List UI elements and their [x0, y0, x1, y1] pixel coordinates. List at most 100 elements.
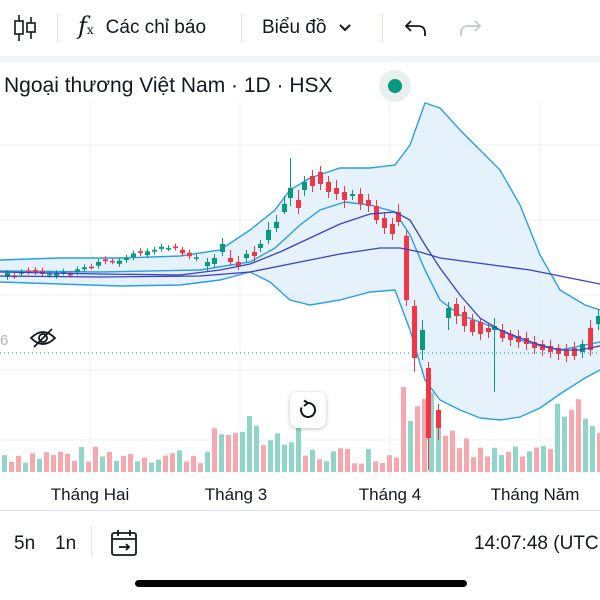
date-range-icon[interactable]: [91, 526, 92, 556]
volume-bar: [317, 459, 322, 472]
volume-bar: [401, 387, 406, 472]
candles-icon[interactable]: [12, 14, 38, 42]
candle-body: [310, 176, 315, 186]
volume-bar: [394, 457, 399, 472]
volume-bar: [408, 421, 413, 472]
volume-bar: [2, 455, 7, 472]
volume-bar: [163, 455, 168, 472]
volume-bar: [373, 461, 378, 472]
volume-bar: [30, 453, 35, 472]
calendar-goto-icon[interactable]: [110, 529, 140, 557]
volume-bar: [471, 457, 476, 472]
candle-body: [173, 246, 178, 248]
volume-bar: [275, 433, 280, 472]
x-axis-label: Tháng Năm: [491, 485, 580, 504]
x-axis-label: Tháng 4: [359, 485, 421, 504]
volume-bar: [436, 424, 441, 472]
candle-body: [318, 172, 323, 184]
candle-body: [138, 251, 143, 254]
market-status-dot[interactable]: [379, 70, 411, 102]
candle-body: [350, 194, 355, 196]
volume-bar: [107, 451, 112, 472]
top-toolbar: fx Các chỉ báo Biểu đồ: [0, 0, 600, 56]
volume-bars: [2, 387, 600, 472]
volume-bar: [590, 425, 595, 472]
volume-bar: [548, 449, 553, 472]
candle-body: [258, 244, 263, 248]
undo-icon: [404, 20, 426, 36]
volume-bar: [527, 451, 532, 472]
candle-body: [572, 348, 577, 356]
volume-bar: [247, 416, 252, 472]
price-scale-label: 6: [0, 332, 8, 349]
hide-eye-icon[interactable]: [29, 328, 57, 348]
volume-bar: [597, 432, 600, 472]
candle-body: [588, 328, 593, 350]
candle-body: [426, 368, 431, 438]
candle-body: [117, 260, 122, 264]
volume-bar: [520, 456, 525, 472]
x-axis-label: Tháng Hai: [51, 485, 129, 504]
volume-bar: [534, 447, 539, 472]
refresh-icon: [300, 399, 317, 418]
candle-body: [145, 251, 150, 256]
volume-bar: [331, 451, 336, 472]
volume-bar: [380, 463, 385, 472]
volume-bar: [51, 455, 56, 472]
redo-button[interactable]: [458, 16, 482, 40]
range-5d-button[interactable]: 5n: [14, 533, 36, 554]
candle-body: [205, 262, 210, 266]
candle-body: [26, 270, 31, 272]
undo-button[interactable]: [404, 16, 428, 40]
volume-bar: [569, 409, 574, 472]
volume-bar: [121, 455, 126, 472]
range-1m-button[interactable]: 1n: [55, 533, 77, 554]
candle-body: [390, 224, 395, 234]
candle-body: [33, 270, 38, 272]
candle-body: [220, 244, 225, 252]
volume-bar: [338, 448, 343, 472]
chart-type-button[interactable]: Biểu đồ: [262, 14, 352, 42]
reset-chart-button[interactable]: [290, 392, 326, 428]
candle-body: [540, 344, 545, 350]
candle-body: [131, 253, 136, 258]
volume-bar: [93, 446, 98, 472]
candle-body: [486, 328, 491, 332]
candle-body: [54, 273, 59, 276]
candle-body: [124, 257, 129, 261]
candle-body: [470, 320, 475, 332]
symbol-title[interactable]: Ngoại thương Việt Nam · 1D · HSX: [4, 74, 333, 97]
volume-bar: [555, 403, 560, 472]
candle-body: [342, 192, 347, 200]
candle-body: [5, 273, 10, 277]
volume-bar: [324, 461, 329, 472]
volume-bar: [233, 432, 238, 472]
volume-bar: [457, 448, 462, 472]
candle-body: [282, 204, 287, 212]
price-chart[interactable]: 6 Tháng Hai Tháng 3 Tháng 4 Tháng Năm: [0, 62, 600, 510]
volume-bar: [44, 452, 49, 472]
volume-bar: [282, 444, 287, 472]
candle-body: [89, 266, 94, 269]
candle-body: [596, 316, 600, 324]
x-axis-label: Tháng 3: [205, 485, 267, 504]
volume-bar: [58, 451, 63, 472]
candle-body: [96, 261, 101, 266]
volume-bar: [345, 449, 350, 472]
volume-bar: [226, 435, 231, 472]
candle-body: [516, 336, 521, 342]
candle-body: [508, 334, 513, 340]
candle-body: [180, 249, 185, 254]
volume-bar: [37, 458, 42, 472]
volume-bar: [254, 425, 259, 472]
candle-body: [396, 212, 401, 222]
candle-body: [75, 269, 80, 273]
candle-body: [266, 230, 271, 240]
volume-bar: [506, 451, 511, 472]
clock-readout[interactable]: 14:07:48 (UTC: [474, 533, 599, 554]
indicators-button[interactable]: fx Các chỉ báo: [78, 13, 206, 43]
chevron-down-icon: [339, 24, 352, 32]
volume-bar: [72, 460, 77, 472]
volume-bar: [191, 455, 196, 472]
volume-bar: [184, 461, 189, 472]
